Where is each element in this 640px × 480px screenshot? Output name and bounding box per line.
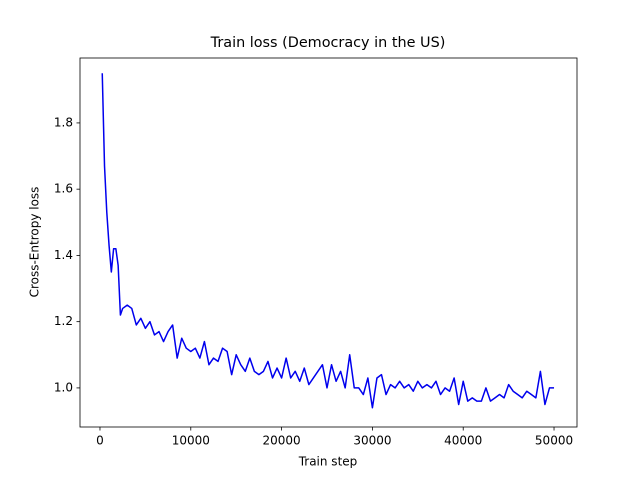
x-tick-label: 30000 — [353, 434, 391, 448]
y-tick-label: 1.2 — [54, 314, 73, 328]
x-tick-label: 10000 — [172, 434, 210, 448]
chart-title: Train loss (Democracy in the US) — [210, 35, 446, 51]
y-tick-label: 1.6 — [54, 182, 73, 196]
x-tick-label: 50000 — [535, 434, 573, 448]
x-tick-label: 0 — [96, 434, 104, 448]
y-tick-label: 1.0 — [54, 380, 73, 394]
loss-line — [101, 73, 555, 409]
y-tick-label: 1.8 — [54, 115, 73, 129]
x-axis-label: Train step — [298, 455, 358, 469]
y-axis-label: Cross-Entropy loss — [28, 187, 42, 298]
x-tick-label: 40000 — [444, 434, 482, 448]
plot-frame — [79, 57, 578, 428]
x-tick-label: 20000 — [263, 434, 301, 448]
y-tick-label: 1.4 — [54, 248, 73, 262]
